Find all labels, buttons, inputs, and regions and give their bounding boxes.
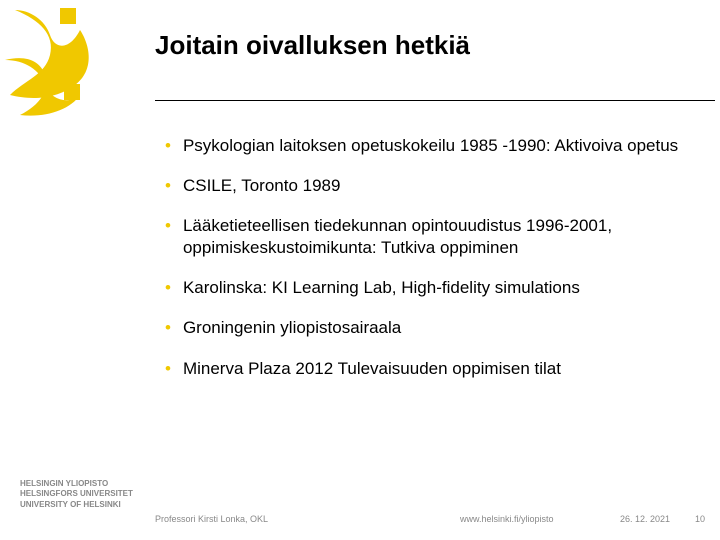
bullet-text: Minerva Plaza 2012 Tulevaisuuden oppimis… bbox=[183, 358, 561, 380]
list-item: • CSILE, Toronto 1989 bbox=[165, 175, 695, 197]
list-item: • Lääketieteellisen tiedekunnan opintouud… bbox=[165, 215, 695, 259]
uni-sv: HELSINGFORS UNIVERSITET bbox=[20, 489, 133, 499]
bullet-icon: • bbox=[165, 358, 171, 380]
uni-fi: HELSINGIN YLIOPISTO bbox=[20, 479, 133, 489]
title-rule bbox=[155, 100, 715, 101]
flame-logo bbox=[0, 0, 120, 140]
bullet-icon: • bbox=[165, 277, 171, 299]
uni-en: UNIVERSITY OF HELSINKI bbox=[20, 500, 133, 510]
bullet-icon: • bbox=[165, 215, 171, 237]
footer-date: 26. 12. 2021 bbox=[620, 514, 670, 524]
footer-url: www.helsinki.fi/yliopisto bbox=[460, 514, 554, 524]
bullet-text: Groningenin yliopistosairaala bbox=[183, 317, 401, 339]
list-item: • Karolinska: KI Learning Lab, High-fidel… bbox=[165, 277, 695, 299]
bullet-text: CSILE, Toronto 1989 bbox=[183, 175, 341, 197]
bullet-text: Karolinska: KI Learning Lab, High-fideli… bbox=[183, 277, 580, 299]
university-names: HELSINGIN YLIOPISTO HELSINGFORS UNIVERSI… bbox=[20, 479, 133, 510]
bullet-text: Psykologian laitoksen opetuskokeilu 1985… bbox=[183, 135, 678, 157]
list-item: • Psykologian laitoksen opetuskokeilu 198… bbox=[165, 135, 695, 157]
bullet-icon: • bbox=[165, 135, 171, 157]
bullet-list: • Psykologian laitoksen opetuskokeilu 198… bbox=[165, 135, 695, 398]
bullet-text: Lääketieteellisen tiedekunnan opintouudi… bbox=[183, 215, 695, 259]
bullet-icon: • bbox=[165, 317, 171, 339]
footer-page: 10 bbox=[695, 514, 705, 524]
bullet-icon: • bbox=[165, 175, 171, 197]
footer-author: Professori Kirsti Lonka, OKL bbox=[155, 514, 268, 524]
slide-title: Joitain oivalluksen hetkiä bbox=[155, 30, 470, 61]
list-item: • Groningenin yliopistosairaala bbox=[165, 317, 695, 339]
list-item: • Minerva Plaza 2012 Tulevaisuuden oppimi… bbox=[165, 358, 695, 380]
